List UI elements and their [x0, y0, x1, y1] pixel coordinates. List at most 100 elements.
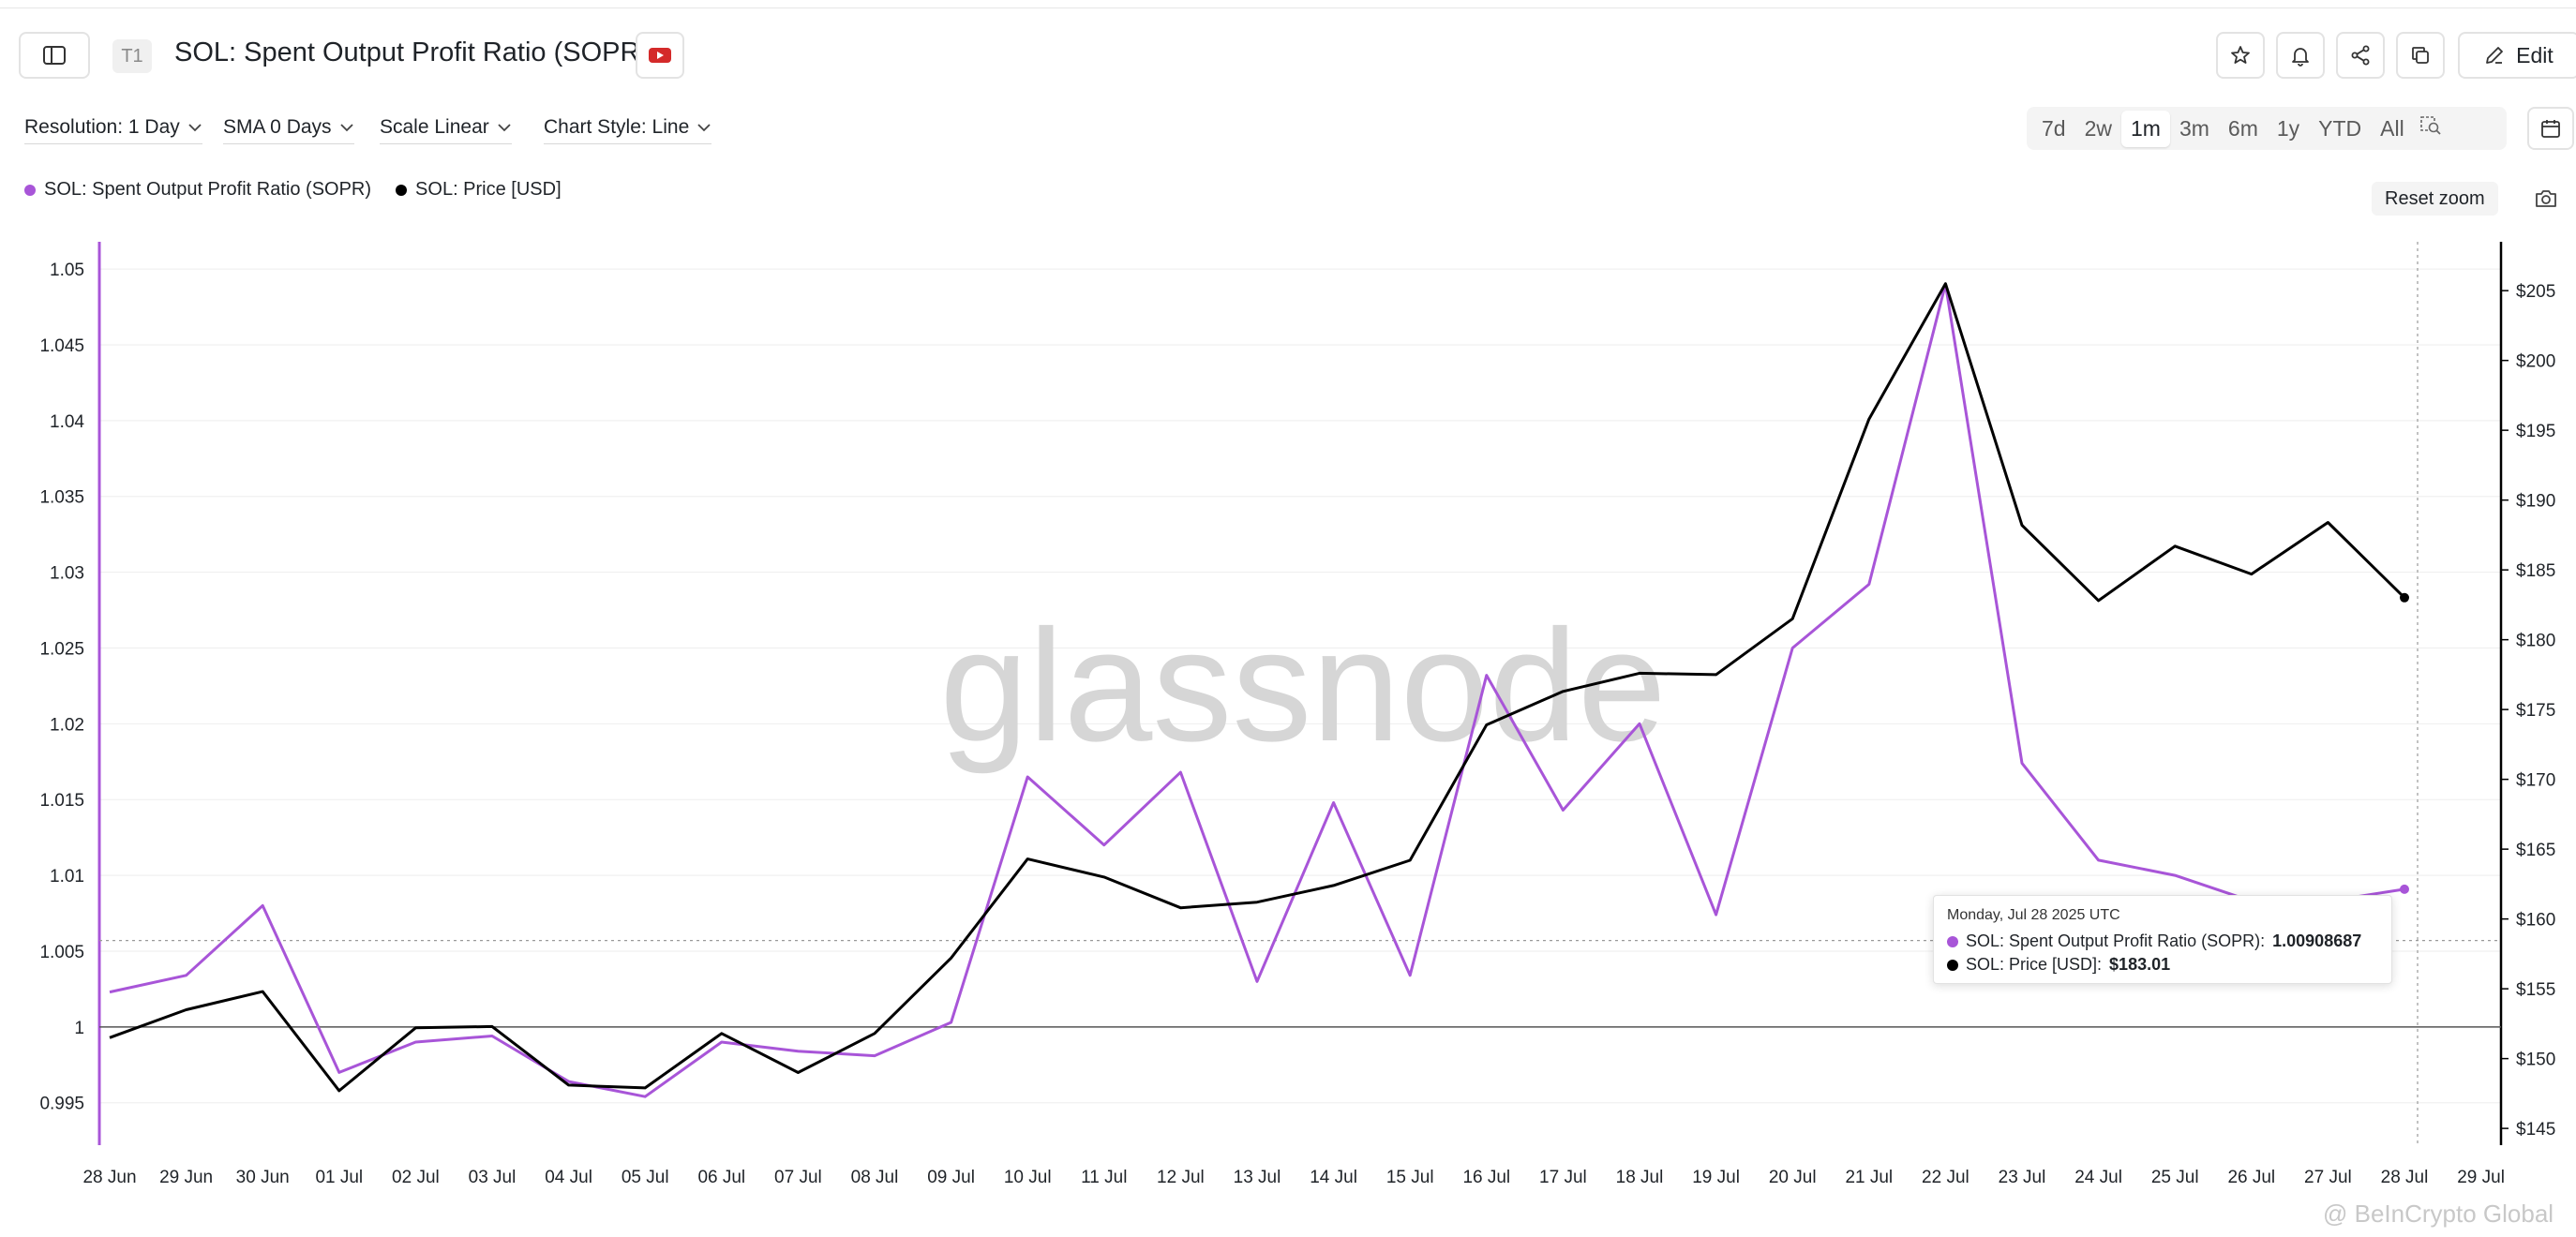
x-tick-label: 13 Jul [1234, 1168, 1281, 1187]
y-left-tick-label: 1.015 [39, 791, 84, 811]
y-right-tick-label: $175 [2516, 701, 2555, 721]
y-right-tick-label: $145 [2516, 1120, 2555, 1140]
range-1y[interactable]: 1y [2276, 115, 2300, 141]
range-1m[interactable]: 1m [2121, 110, 2170, 147]
y-right-tick-label: $205 [2516, 282, 2555, 302]
y-right-tick-label: $160 [2516, 911, 2555, 931]
zoom-select-button[interactable] [2414, 110, 2448, 147]
y-left-tick-label: 1.02 [50, 715, 84, 735]
y-left-tick-label: 1 [74, 1019, 84, 1038]
x-tick-label: 28 Jun [82, 1168, 136, 1187]
x-tick-label: 20 Jul [1769, 1168, 1817, 1187]
x-tick-label: 19 Jul [1692, 1168, 1740, 1187]
chart-style-dropdown[interactable]: Chart Style: Line [544, 116, 712, 144]
share-button[interactable] [2336, 32, 2385, 79]
share-icon [2351, 45, 2370, 66]
tooltip-date: Monday, Jul 28 2025 UTC [1947, 907, 2120, 923]
tooltip-row-price: SOL: Price [USD]: $183.01 [1947, 955, 2378, 975]
alert-button[interactable] [2276, 32, 2325, 79]
y-left-tick-label: 1.04 [50, 412, 84, 432]
y-left-tick-label: 1.005 [39, 943, 84, 962]
copy-button[interactable] [2396, 32, 2445, 79]
watermark: glassnode [939, 597, 1666, 775]
y-right-tick-label: $200 [2516, 352, 2555, 372]
sma-dropdown[interactable]: SMA 0 Days [223, 116, 354, 144]
chevron-down-icon [498, 124, 511, 132]
x-tick-label: 30 Jun [236, 1168, 290, 1187]
x-tick-label: 02 Jul [392, 1168, 440, 1187]
resolution-label: Resolution: 1 Day [24, 116, 180, 138]
scale-dropdown[interactable]: Scale Linear [380, 116, 512, 144]
edit-label: Edit [2516, 42, 2554, 67]
youtube-icon [649, 48, 671, 63]
tooltip-dot-price [1947, 959, 1958, 971]
y-right-tick-label: $180 [2516, 632, 2555, 651]
y-left-tick-label: 1.01 [50, 867, 84, 887]
range-2w[interactable]: 2w [2084, 115, 2112, 141]
favorite-button[interactable] [2216, 32, 2265, 79]
camera-icon[interactable] [2533, 186, 2559, 212]
tooltip-price-label: SOL: Price [USD]: [1966, 955, 2103, 974]
sidebar-icon [43, 46, 66, 65]
top-divider [0, 7, 2576, 8]
x-tick-label: 22 Jul [1922, 1168, 1969, 1187]
range-7d[interactable]: 7d [2042, 115, 2066, 141]
legend-label-sopr: SOL: Spent Output Profit Ratio (SOPR) [44, 179, 372, 200]
chart-style-label: Chart Style: Line [544, 116, 690, 138]
series-line-price [109, 282, 2406, 1093]
range-selector: 7d 2w 1m 3m 6m 1y YTD All [2027, 107, 2507, 150]
x-tick-label: 16 Jul [1462, 1168, 1510, 1187]
legend-item-sopr[interactable]: SOL: Spent Output Profit Ratio (SOPR) [24, 179, 371, 201]
tooltip-price-value: $183.01 [2109, 955, 2171, 974]
x-tick-label: 06 Jul [697, 1168, 745, 1187]
y-right-tick-label: $165 [2516, 841, 2555, 860]
range-all[interactable]: All [2380, 115, 2404, 141]
chevron-down-icon [697, 124, 711, 132]
x-tick-label: 11 Jul [1081, 1168, 1127, 1187]
range-ytd[interactable]: YTD [2318, 115, 2362, 141]
page-title: SOL: Spent Output Profit Ratio (SOPR) [174, 37, 650, 67]
x-tick-label: 14 Jul [1310, 1168, 1357, 1187]
legend-label-price: SOL: Price [USD] [415, 179, 562, 200]
y-right-tick-label: $150 [2516, 1051, 2555, 1070]
resolution-dropdown[interactable]: Resolution: 1 Day [24, 116, 202, 144]
y-left-tick-label: 1.045 [39, 336, 84, 356]
x-tick-label: 10 Jul [1004, 1168, 1052, 1187]
x-tick-label: 28 Jul [2381, 1168, 2429, 1187]
y-right-tick-label: $185 [2516, 561, 2555, 581]
x-tick-label: 04 Jul [545, 1168, 592, 1187]
x-tick-label: 09 Jul [927, 1168, 975, 1187]
range-6m[interactable]: 6m [2227, 115, 2258, 141]
data-tooltip: Monday, Jul 28 2025 UTC SOL: Spent Outpu… [1933, 895, 2392, 984]
x-tick-label: 27 Jul [2304, 1168, 2352, 1187]
x-tick-label: 17 Jul [1539, 1168, 1587, 1187]
x-tick-label: 01 Jul [315, 1168, 363, 1187]
y-left-tick-label: 1.025 [39, 639, 84, 659]
x-tick-label: 03 Jul [469, 1168, 517, 1187]
sma-label: SMA 0 Days [223, 116, 332, 138]
chart-legend: SOL: Spent Output Profit Ratio (SOPR) SO… [24, 179, 562, 201]
reset-zoom-button[interactable]: Reset zoom [2372, 182, 2498, 216]
sidebar-toggle-button[interactable] [19, 32, 90, 79]
source-watermark: @ BeInCrypto Global [2323, 1200, 2554, 1228]
calendar-icon [2541, 120, 2560, 138]
calendar-button[interactable] [2527, 107, 2574, 150]
tooltip-dot-sopr [1947, 935, 1958, 947]
x-tick-label: 21 Jul [1845, 1168, 1893, 1187]
tooltip-sopr-label: SOL: Spent Output Profit Ratio (SOPR): [1966, 931, 2266, 950]
dropdown-underline [544, 143, 712, 144]
x-tick-label: 23 Jul [1999, 1168, 2046, 1187]
legend-item-price[interactable]: SOL: Price [USD] [396, 179, 562, 201]
y-left-tick-label: 1.035 [39, 488, 84, 508]
chevron-down-icon [339, 124, 353, 132]
data-point-price [2400, 592, 2409, 603]
legend-dot-price [396, 184, 408, 196]
pencil-icon [2486, 47, 2504, 64]
youtube-button[interactable] [636, 32, 684, 79]
edit-button[interactable]: Edit [2458, 32, 2576, 79]
x-tick-label: 29 Jul [2457, 1168, 2505, 1187]
chevron-down-icon [188, 124, 202, 132]
range-3m[interactable]: 3m [2179, 115, 2209, 141]
copy-icon [2412, 47, 2429, 64]
